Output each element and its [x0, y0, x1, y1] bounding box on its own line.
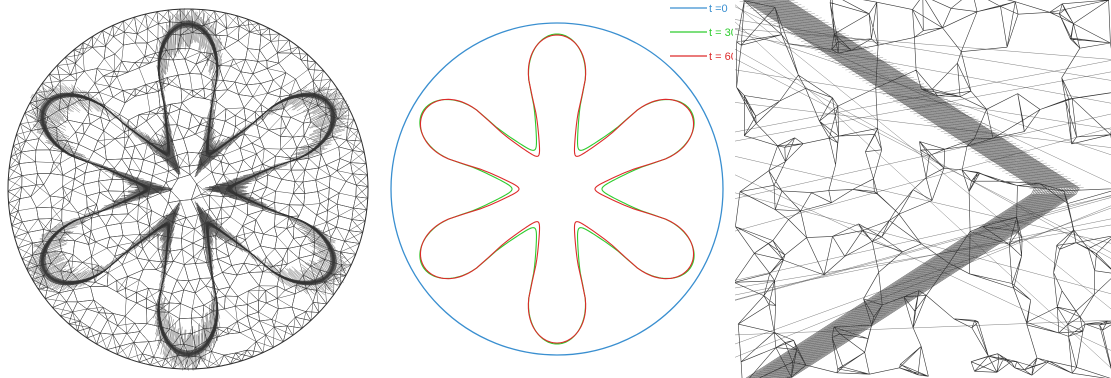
series-line-t0: [390, 22, 724, 356]
zoom-interface-band: [739, 0, 1084, 378]
series-line-t30: [419, 33, 695, 345]
legend: t =0 t = 30 t = 60: [670, 3, 733, 63]
legend-label: t = 30: [709, 27, 733, 39]
contour-chart: t =0 t = 30 t = 60: [390, 3, 733, 356]
series-line-t60: [419, 34, 695, 344]
mesh-domain-boundary: [7, 8, 369, 370]
zoom-band-hatch: [739, 0, 1084, 378]
mesh-interface-contour: [40, 22, 336, 356]
mesh-edges: [7, 8, 369, 370]
zoom-mesh-drawing: [735, 0, 1111, 378]
zoom-mesh-panel: [735, 0, 1111, 378]
legend-label: t =0: [709, 3, 728, 15]
mesh-drawing: [7, 8, 369, 371]
contour-panel: t =0 t = 30 t = 60: [375, 0, 733, 378]
zoom-edges: [735, 0, 1111, 378]
mesh-interface-band: [25, 8, 350, 371]
mesh-interface-contour: [40, 22, 336, 356]
mesh-triangles: [7, 8, 369, 370]
mesh-band-edges: [25, 8, 350, 371]
mesh-panel: [0, 0, 375, 378]
legend-label: t = 60: [709, 51, 733, 63]
